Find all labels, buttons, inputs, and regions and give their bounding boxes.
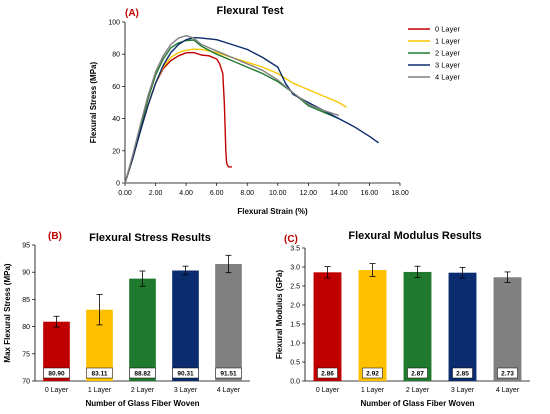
series-line-0 (124, 51, 232, 184)
x-tick-label-a: 16.00 (361, 190, 379, 197)
x-axis-label-b: Number of Glass Fiber Woven (85, 399, 199, 408)
y-tick-label-a: 60 (112, 84, 120, 91)
data-label-box-c (407, 367, 428, 379)
data-label-box-b (86, 367, 113, 379)
data-label-box-b (172, 367, 199, 379)
data-label-box-c (317, 367, 338, 379)
bar-c (493, 277, 522, 381)
legend-label-3: 3 Layer (435, 61, 461, 70)
x-tick-label-a: 12.00 (300, 190, 318, 197)
y-tick-label-a: 0 (116, 181, 120, 188)
y-tick-label-c: 1.0 (290, 341, 300, 348)
y-tick-label-a: 80 (112, 52, 120, 59)
category-label-c: 0 Layer (316, 387, 340, 394)
y-tick-label-b: 70 (22, 379, 30, 386)
y-tick-label-a: 40 (112, 116, 120, 123)
flexural-modulus-bar-chart: (C) Flexural Modulus Results 0.0 0.5 1.0 1.5 2… (275, 230, 530, 408)
data-label-c: 2.92 (366, 371, 379, 378)
flexural-stress-bar-chart: (B) Flexural Stress Results 70 75 80 85 90 95 80… (3, 231, 250, 408)
chart-title-b: Flexural Stress Results (89, 232, 211, 244)
y-tick-label-b: 90 (22, 270, 30, 277)
data-label-b: 83.11 (92, 371, 108, 378)
legend-label-2: 2 Layer (435, 49, 461, 58)
x-tick-label-a: 10.00 (269, 190, 287, 197)
bar-b (129, 278, 156, 381)
y-axis-label-c: Flexural Modulus (GPa) (275, 269, 284, 359)
category-label-b: 2 Layer (131, 387, 155, 394)
legend-label-1: 1 Layer (435, 37, 461, 46)
series-line-4 (124, 35, 340, 184)
x-tick-label-a: 4.00 (179, 190, 193, 197)
category-label-b: 1 Layer (88, 387, 112, 394)
y-tick-label-b: 80 (22, 324, 30, 331)
data-label-c: 2.86 (321, 371, 334, 378)
y-tick-label-b: 75 (22, 351, 30, 358)
data-label-box-b (129, 367, 156, 379)
category-label-c: 3 Layer (451, 387, 475, 394)
y-tick-label-c: 2.5 (290, 284, 300, 291)
data-label-c: 2.87 (411, 371, 424, 378)
legend-label-0: 0 Layer (435, 25, 461, 34)
category-label-c: 1 Layer (361, 387, 385, 394)
x-axis-label-c: Number of Glass Fiber Woven (360, 399, 474, 408)
category-label-b: 4 Layer (217, 387, 241, 394)
y-tick-label-c: 1.5 (290, 322, 300, 329)
legend-label-4: 4 Layer (435, 73, 461, 82)
x-tick-label-a: 0.00 (118, 190, 132, 197)
x-tick-label-a: 2.00 (149, 190, 163, 197)
data-label-c: 2.85 (456, 371, 469, 378)
data-label-box-b (43, 367, 70, 379)
y-tick-label-a: 20 (112, 148, 120, 155)
data-label-box-c (362, 367, 383, 379)
y-tick-label-c: 0.5 (290, 360, 300, 367)
data-label-box-c (452, 367, 473, 379)
y-tick-label-b: 95 (22, 243, 30, 250)
y-axis-label-b: Max Flexural Stress (MPa) (3, 263, 12, 362)
category-label-c: 2 Layer (406, 387, 430, 394)
data-label-c: 2.73 (501, 371, 514, 378)
panel-label-b: (B) (48, 231, 62, 242)
x-tick-label-a: 18.00 (391, 190, 409, 197)
category-label-b: 0 Layer (45, 387, 69, 394)
x-tick-label-a: 6.00 (210, 190, 224, 197)
x-axis-label-a: Flexural Strain (%) (237, 207, 308, 216)
bar-c (313, 272, 342, 381)
bar-b (172, 270, 199, 381)
category-label-b: 3 Layer (174, 387, 198, 394)
bar-c (448, 272, 477, 381)
data-label-box-c (497, 367, 518, 379)
panel-label-a: (A) (125, 8, 139, 19)
flexural-test-chart: (A) Flexural Test 0.00 2.00 4.00 6.00 8.00 10.0… (89, 5, 461, 216)
x-tick-label-a: 14.00 (330, 190, 348, 197)
y-tick-label-c: 2.0 (290, 303, 300, 310)
category-label-c: 4 Layer (496, 387, 520, 394)
data-label-b: 88.82 (134, 371, 151, 378)
data-label-b: 80.90 (48, 371, 65, 378)
chart-title-c: Flexural Modulus Results (348, 230, 481, 242)
y-tick-label-c: 0.0 (290, 379, 300, 386)
data-label-b: 90.31 (177, 371, 194, 378)
y-tick-label-c: 3.5 (290, 246, 300, 253)
data-label-b: 91.51 (220, 371, 237, 378)
bar-c (358, 270, 387, 381)
chart-title-a: Flexural Test (216, 5, 283, 17)
y-tick-label-c: 3.0 (290, 265, 300, 272)
y-tick-label-b: 85 (22, 297, 30, 304)
series-line-2 (124, 39, 340, 184)
y-axis-label-a: Flexural Stress (MPa) (89, 61, 98, 143)
bar-b (215, 263, 242, 381)
x-tick-label-a: 8.00 (240, 190, 254, 197)
data-label-box-b (215, 367, 242, 379)
y-tick-label-a: 100 (108, 20, 120, 27)
panel-label-c: (C) (284, 234, 298, 245)
bar-c (403, 271, 432, 381)
